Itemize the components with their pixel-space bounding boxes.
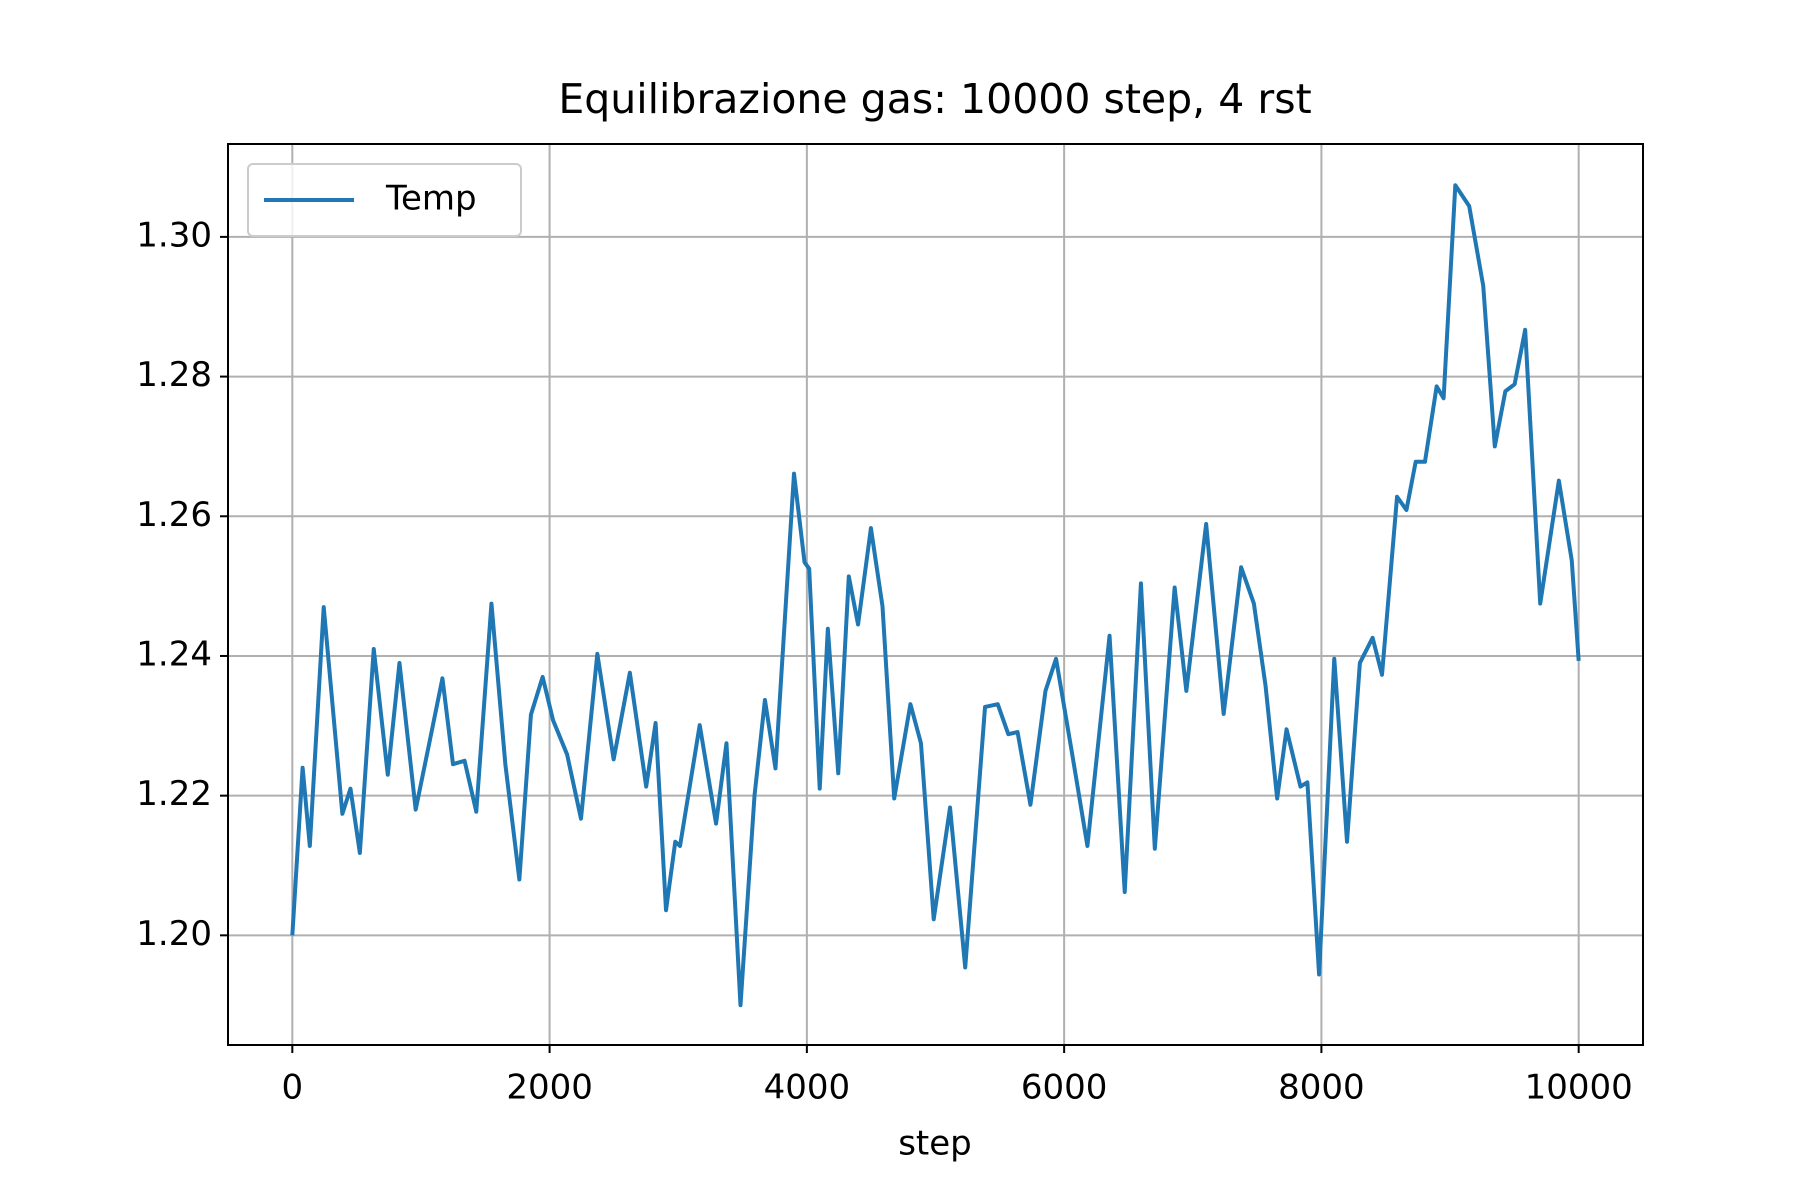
y-tick-label: 1.24 [136, 634, 212, 674]
y-tick-label: 1.28 [136, 355, 212, 395]
y-tick-label: 1.22 [136, 774, 212, 814]
x-tick-label: 4000 [764, 1068, 851, 1108]
y-tick-label: 1.20 [136, 914, 212, 954]
x-tick-label: 6000 [1021, 1068, 1108, 1108]
chart-title: Equilibrazione gas: 10000 step, 4 rst [558, 75, 1311, 123]
x-tick-label: 10000 [1525, 1068, 1633, 1108]
x-tick-label: 8000 [1278, 1068, 1365, 1108]
y-tick-label: 1.26 [136, 495, 212, 535]
x-tick-label: 2000 [506, 1068, 593, 1108]
x-axis-label: step [898, 1124, 972, 1164]
x-tick-label: 0 [281, 1068, 303, 1108]
legend-box [247, 163, 522, 237]
plot-frame [227, 143, 1644, 1046]
y-tick-label: 1.30 [136, 215, 212, 255]
legend-label: Temp [385, 179, 477, 219]
data-line [290, 183, 1581, 1008]
